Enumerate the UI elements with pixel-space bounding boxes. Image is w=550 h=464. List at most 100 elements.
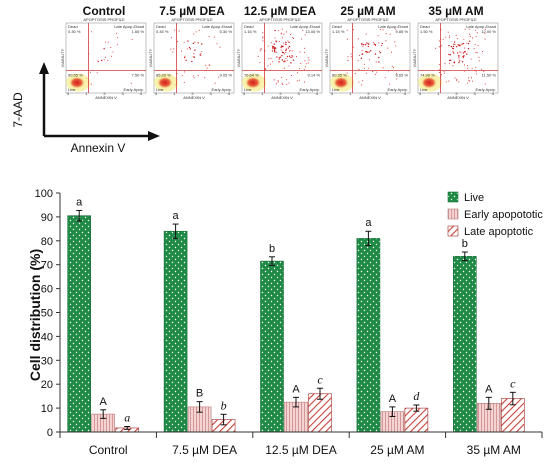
flow-event-dot [367,45,370,48]
bar-live [356,238,381,433]
flow-event-dot [192,56,194,58]
significance-label: A [292,383,300,395]
flow-event-dot [275,29,277,32]
flow-event-dot [372,70,374,73]
flow-mini-xtick: 2 [279,91,282,96]
flow-pct-live: 85.20 % [156,73,171,78]
flow-event-dot [184,55,186,57]
flow-event-dot [288,45,291,48]
flow-q-early: Early Apop. [212,87,232,92]
flow-event-dot [300,62,302,64]
flow-mini-xtick: 3 [298,91,301,96]
flow-pct-early: 9.14 % [308,73,321,78]
y-tick-label: 30 [41,355,53,367]
flow-event-dot [208,64,210,66]
flow-event-dot [363,67,365,69]
significance-label: b [221,398,227,412]
flow-pct-late: 5.30 % [220,29,233,34]
flow-event-dot [262,36,264,38]
flow-event-dot [475,71,477,73]
flow-event-dot [395,28,397,30]
flow-event-dot [452,65,454,67]
flow-event-dot [262,40,264,42]
flow-event-dot [290,62,292,64]
x-axis: Control 7.5 µM DEA 12.5 µM DEA 25 µM AM 35 µ… [59,431,543,457]
flow-x-label: Annexin V [71,141,126,155]
flow-live-cluster [421,76,437,89]
legend-label: Late apoptotic [464,226,534,238]
flow-event-dot [192,42,194,45]
flow-event-dot [378,56,380,59]
flow-event-dot [467,42,470,45]
flow-q-dead: Dead [332,24,342,29]
flow-event-dot [480,68,483,70]
flow-q-dead: Dead [420,24,430,29]
flow-event-dot [303,68,305,70]
flow-event-dot [473,48,475,50]
flow-event-dot [188,46,191,49]
flow-mini-xtick: 0 [419,91,422,96]
bar-live [163,230,188,433]
y-tick-label: 0 [47,427,53,439]
y-tick-label: 100 [35,188,53,200]
flow-event-dot [273,43,275,45]
flow-event-dot [289,49,291,52]
flow-event-dot [391,65,393,67]
flow-panel-title: 35 µM AM [428,4,483,18]
flow-event-dot [257,55,259,57]
flow-mini-xtick: 2 [103,91,106,96]
flow-event-dot [359,55,361,57]
flow-mini-xtick: 1 [349,91,352,96]
flow-event-dot [443,72,446,74]
flow-event-dot [452,47,454,49]
x-category-label: 25 µM AM [370,443,424,457]
flow-event-dot [361,53,363,55]
flow-event-dot [130,82,132,84]
significance-label: c [510,376,516,390]
flow-event-dot [192,75,194,77]
significance-label: a [365,217,372,229]
flow-pct-live: 76.64 % [244,73,259,78]
flow-event-dot [447,31,449,33]
flow-q-late: Late Apop./Dead [202,24,232,29]
flow-event-dot [475,51,477,53]
flow-event-dot [271,50,274,52]
flow-event-dot [374,53,377,55]
flow-event-dot [293,37,295,39]
flow-event-dot [453,62,456,64]
flow-event-dot [285,79,288,81]
flow-event-dot [390,51,393,53]
flow-event-dot [283,61,285,63]
flow-event-dot [468,77,470,79]
bar-live [67,215,91,433]
legend-swatch [447,191,459,203]
flow-event-dot [360,57,363,60]
flow-event-dot [462,57,464,59]
flow-event-dot [448,44,450,47]
flow-event-dot [200,53,202,55]
flow-mini-xtick: 0 [155,91,158,96]
bars: a a b a b A B A A Aa b c d c [67,196,525,433]
flow-event-dot [378,61,380,63]
flow-event-dot [183,56,186,59]
legend: Live Early apopototic Late apoptotic [447,191,543,238]
flow-event-dot [470,58,472,60]
bar-live [452,256,477,433]
flow-event-dot [458,56,460,58]
flow-q-early: Early Apop. [476,87,496,92]
flow-event-dot [290,34,292,36]
flow-event-dot [438,64,440,66]
flow-event-dot [287,47,290,49]
flow-event-dot [445,81,447,83]
flow-event-dot [173,48,175,50]
flow-event-dot [107,41,109,43]
flow-event-dot [387,47,389,49]
flow-event-dot [372,41,374,43]
flow-q-live: Live [244,87,252,92]
flow-event-dot [455,34,457,36]
flow-event-dot [189,48,191,50]
flow-mini-xtick: 0 [67,91,70,96]
flow-mini-xlabel: ANNEXIN V [183,95,205,100]
flow-event-dot [178,30,180,32]
flow-event-dot [284,43,287,45]
